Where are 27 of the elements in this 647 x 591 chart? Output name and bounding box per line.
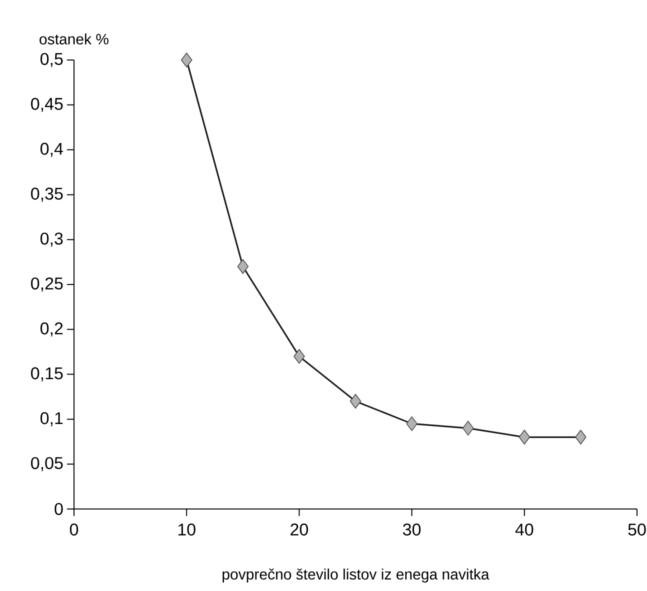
x-tick-label: 30 [402, 524, 421, 536]
point [180, 52, 192, 68]
point [462, 420, 474, 436]
y-tick-label: 0 [54, 502, 63, 516]
x-tick-label: 0 [70, 524, 78, 536]
point [294, 348, 305, 364]
x-tick-label: 40 [515, 524, 534, 536]
y-tick-label: 0,45 [31, 98, 63, 112]
y-axis-title: ostanek % [40, 33, 108, 44]
x-tick-label: 50 [628, 524, 646, 536]
point [406, 416, 418, 432]
y-tick-label: 0,5 [40, 52, 63, 68]
x-tick-label: 20 [290, 524, 308, 536]
x-tick-label: 10 [178, 524, 196, 536]
y-tick-label: 0,4 [40, 142, 63, 157]
y-tick-label: 0,1 [40, 412, 63, 426]
x-axis-title: povprečno število listov iz enega navitka [222, 568, 490, 583]
point [575, 430, 586, 445]
point [350, 394, 362, 409]
point [518, 430, 530, 445]
y-tick-label: 0,15 [31, 367, 63, 382]
y-tick-label: 0,05 [31, 457, 63, 472]
y-tick-label: 0,25 [31, 277, 63, 292]
point [237, 259, 249, 274]
y-tick-label: 0,3 [40, 232, 63, 247]
y-tick-label: 0,35 [31, 188, 63, 202]
y-tick-label: 0,2 [40, 322, 63, 336]
